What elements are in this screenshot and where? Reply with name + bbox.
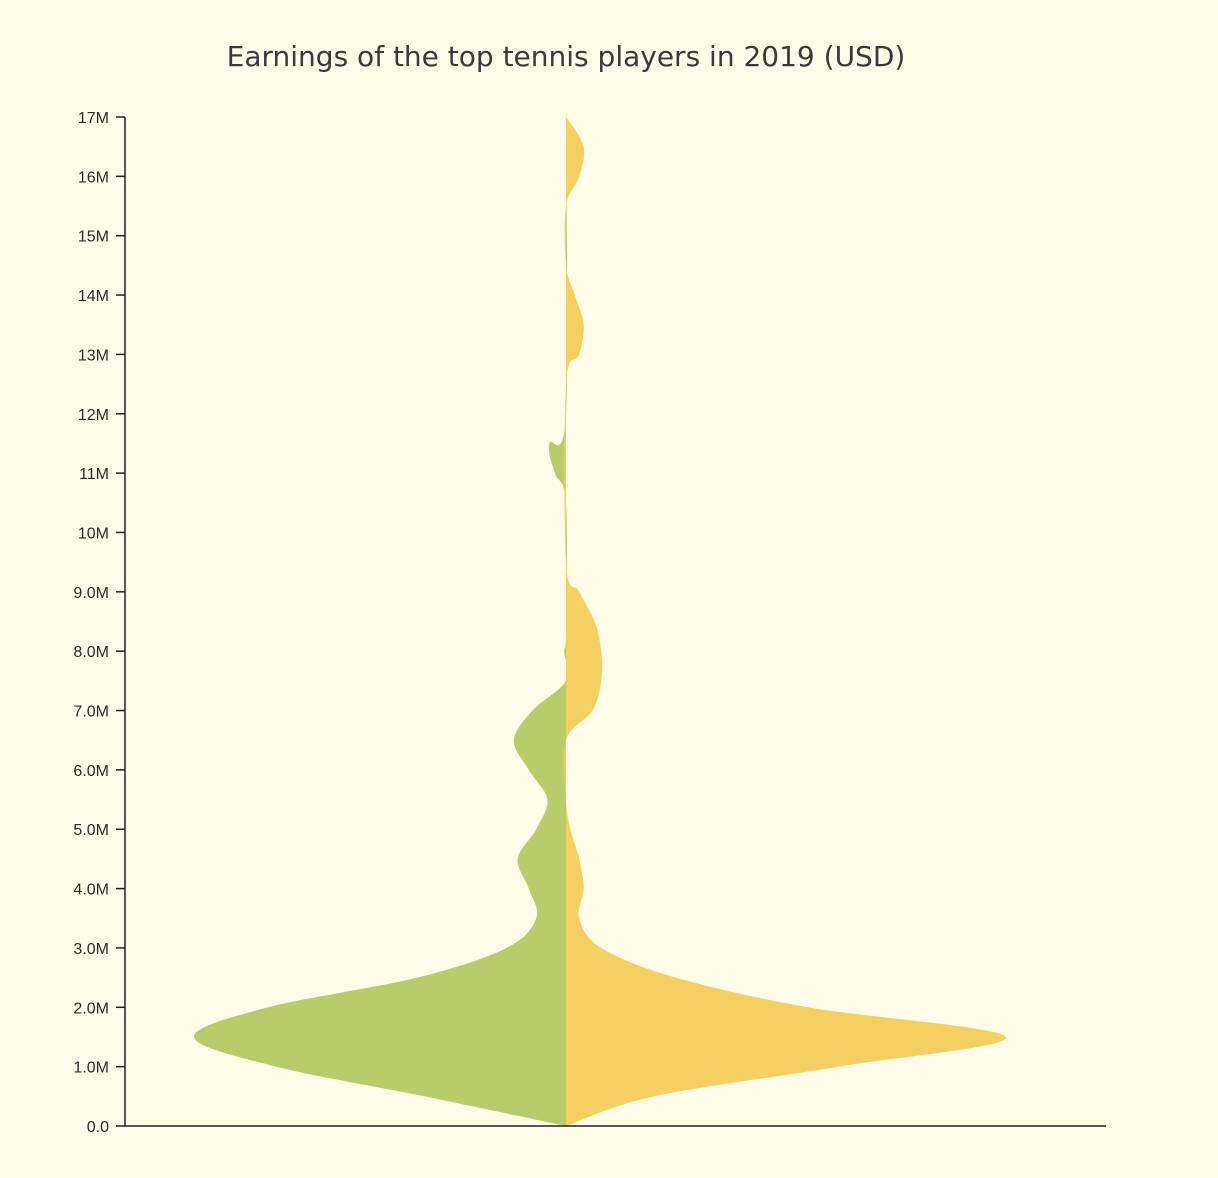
y-tick-label: 8.0M <box>73 644 109 661</box>
y-tick-label: 17M <box>78 110 109 127</box>
y-tick-label: 11M <box>79 466 109 483</box>
y-tick-label: 2.0M <box>73 1000 109 1017</box>
y-tick-label: 16M <box>78 169 109 186</box>
violin-half-left <box>193 117 568 1126</box>
y-tick-label: 10M <box>78 525 109 542</box>
y-tick-label: 3.0M <box>73 941 109 958</box>
y-tick-label: 14M <box>78 288 109 305</box>
violin-areas <box>193 117 1007 1126</box>
y-tick-label: 13M <box>78 347 109 364</box>
y-tick-label: 6.0M <box>73 763 109 780</box>
y-tick-label: 1.0M <box>73 1060 109 1077</box>
chart-title: Earnings of the top tennis players in 20… <box>226 40 906 73</box>
y-tick-label: 7.0M <box>73 704 109 721</box>
y-tick-label: 0.0 <box>87 1119 109 1136</box>
y-tick-label: 15M <box>78 229 109 246</box>
y-axis: 0.0 1.0M 2.0M 3.0M 4.0M 5.0M 6.0M 7.0M 8.0M 9.0M 1… <box>73 110 126 1136</box>
y-tick-label: 5.0M <box>73 822 109 839</box>
y-tick-label: 9.0M <box>73 585 109 602</box>
violin-half-right <box>563 117 1007 1126</box>
y-tick-label: 4.0M <box>73 882 109 899</box>
y-tick-label: 12M <box>78 407 109 424</box>
